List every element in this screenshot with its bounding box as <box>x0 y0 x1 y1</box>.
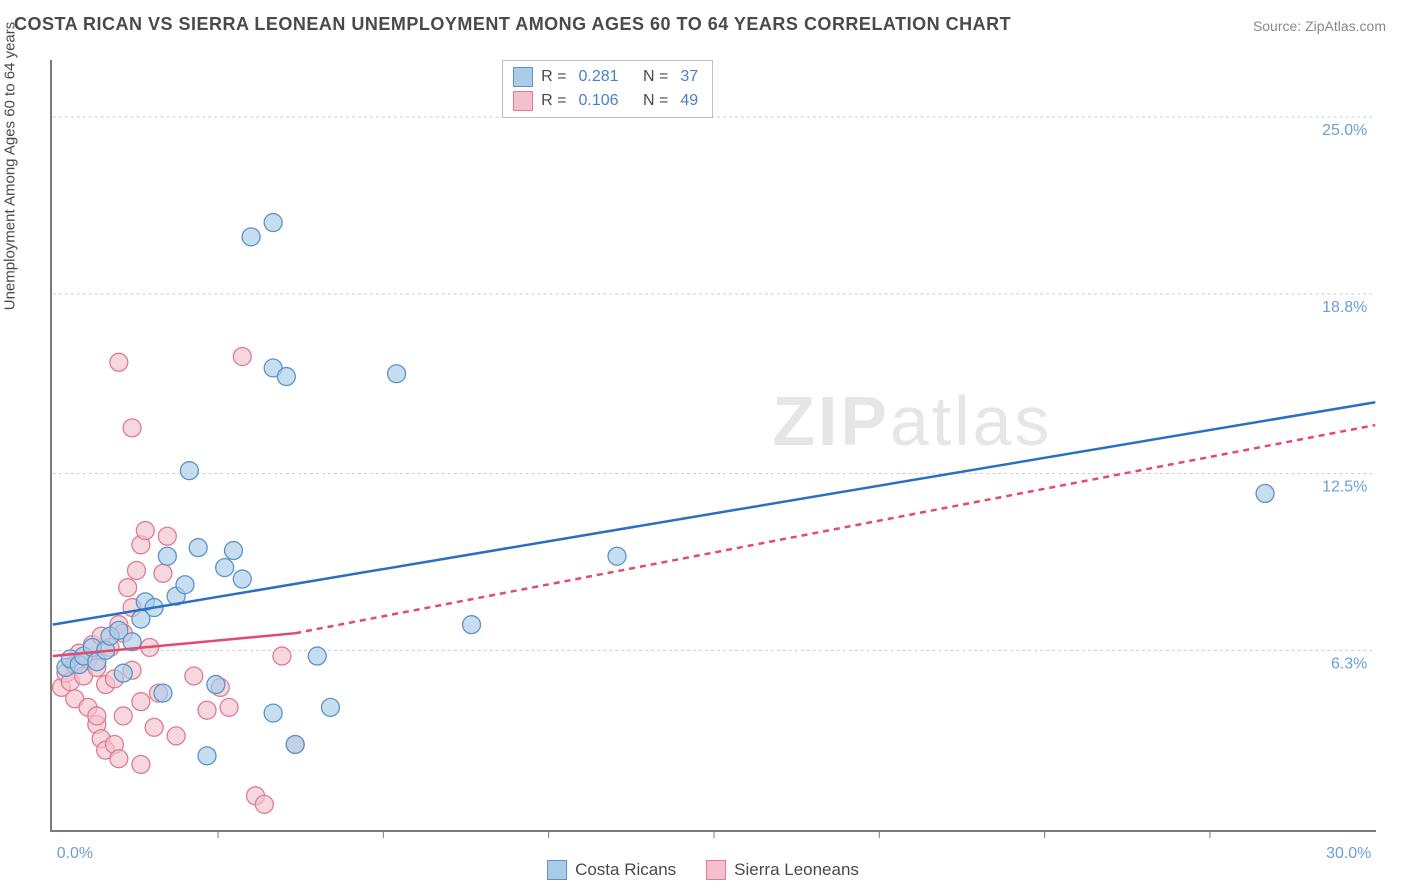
n-value-2: 49 <box>680 92 698 110</box>
svg-text:25.0%: 25.0% <box>1322 122 1367 139</box>
n-value-1: 37 <box>680 68 698 86</box>
legend-label-series1: Costa Ricans <box>575 860 676 880</box>
legend-swatch-series1 <box>547 860 567 880</box>
legend-swatch-series2 <box>706 860 726 880</box>
chart-container: COSTA RICAN VS SIERRA LEONEAN UNEMPLOYME… <box>0 0 1406 892</box>
svg-text:0.0%: 0.0% <box>57 845 93 862</box>
legend-item-series1: Costa Ricans <box>547 860 676 880</box>
legend-item-series2: Sierra Leoneans <box>706 860 859 880</box>
r-value-1: 0.281 <box>579 68 619 86</box>
svg-text:30.0%: 30.0% <box>1326 845 1371 862</box>
chart-title: COSTA RICAN VS SIERRA LEONEAN UNEMPLOYME… <box>14 14 1011 35</box>
scatter-plot-svg: 6.3%12.5%18.8%25.0%0.0%30.0%ZIPatlas <box>52 60 1376 830</box>
svg-text:18.8%: 18.8% <box>1322 299 1367 316</box>
r-label-2: R = <box>541 92 566 110</box>
svg-text:ZIPatlas: ZIPatlas <box>772 382 1052 460</box>
bottom-legend: Costa Ricans Sierra Leoneans <box>547 860 859 880</box>
r-label-1: R = <box>541 68 566 86</box>
r-value-2: 0.106 <box>579 92 619 110</box>
svg-text:12.5%: 12.5% <box>1322 478 1367 495</box>
correlation-stats-box: R = 0.281 N = 37 R = 0.106 N = 49 <box>502 60 713 118</box>
plot-area: 6.3%12.5%18.8%25.0%0.0%30.0%ZIPatlas R =… <box>50 60 1376 832</box>
swatch-series1 <box>513 67 533 87</box>
y-axis-label: Unemployment Among Ages 60 to 64 years <box>2 22 19 311</box>
n-label-2: N = <box>643 92 668 110</box>
stats-row-series2: R = 0.106 N = 49 <box>513 89 702 113</box>
swatch-series2 <box>513 91 533 111</box>
source-label: Source: ZipAtlas.com <box>1253 18 1386 34</box>
svg-text:6.3%: 6.3% <box>1331 655 1367 672</box>
stats-row-series1: R = 0.281 N = 37 <box>513 65 702 89</box>
legend-label-series2: Sierra Leoneans <box>734 860 859 880</box>
n-label-1: N = <box>643 68 668 86</box>
